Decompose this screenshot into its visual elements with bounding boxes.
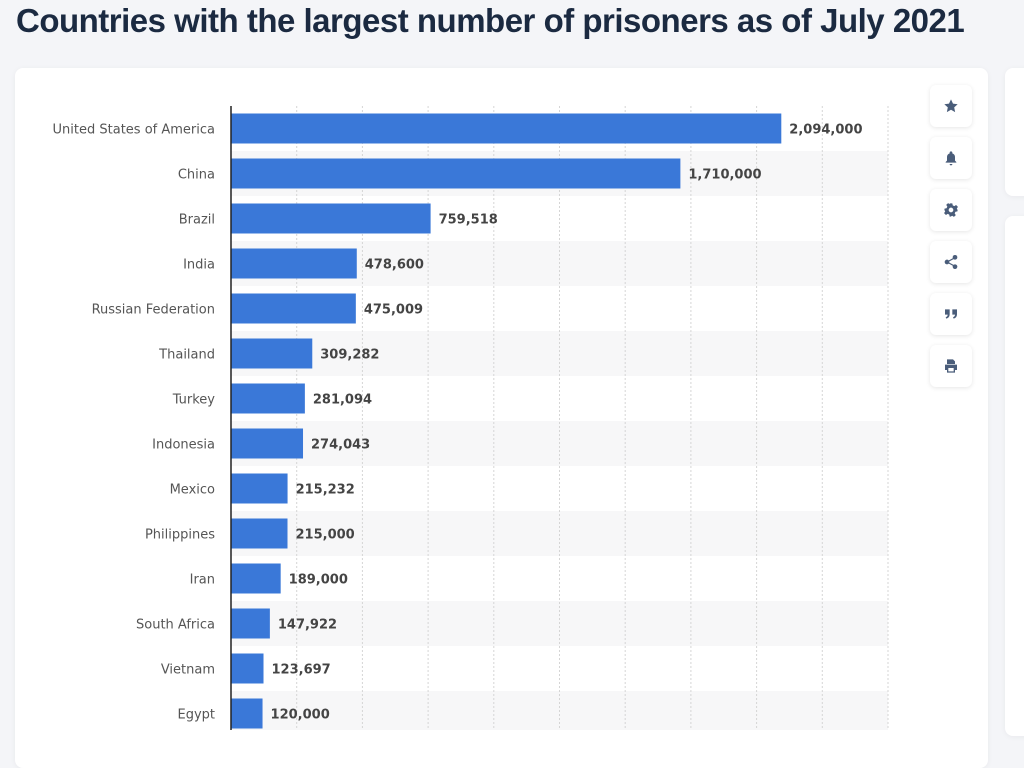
bar	[231, 113, 782, 144]
bar	[231, 338, 313, 369]
category-label: Mexico	[170, 483, 215, 498]
star-icon	[944, 99, 958, 113]
category-label: Russian Federation	[92, 303, 215, 318]
category-label: Iran	[190, 573, 215, 588]
value-label: 215,232	[296, 483, 355, 498]
side-panel-card	[1005, 216, 1024, 736]
value-label: 309,282	[320, 348, 379, 363]
side-panel-card	[1005, 68, 1024, 196]
value-label: 281,094	[313, 393, 372, 408]
category-label: Philippines	[145, 528, 215, 543]
value-label: 123,697	[272, 663, 331, 678]
print-button[interactable]	[930, 345, 972, 387]
category-label: South Africa	[136, 618, 215, 633]
value-label: 147,922	[278, 618, 337, 633]
value-label: 120,000	[271, 708, 330, 723]
notification-button[interactable]	[930, 137, 972, 179]
bar	[231, 518, 288, 549]
bar-chart: United States of America 2,094,000 China 1,…	[53, 106, 889, 730]
category-label: Egypt	[177, 708, 215, 723]
category-label: Vietnam	[161, 663, 215, 678]
bar	[231, 158, 681, 189]
bar	[231, 428, 304, 459]
share-button[interactable]	[930, 241, 972, 283]
category-label: Brazil	[179, 213, 215, 228]
value-label: 2,094,000	[789, 123, 862, 138]
value-label: 215,000	[296, 528, 355, 543]
category-label: China	[178, 168, 215, 183]
cite-button[interactable]	[930, 293, 972, 335]
value-label: 478,600	[365, 258, 424, 273]
bar	[231, 563, 281, 594]
bar	[231, 473, 288, 504]
category-label: Turkey	[172, 393, 216, 408]
bar	[231, 698, 263, 729]
bell-icon	[945, 151, 957, 166]
print-icon	[945, 359, 957, 373]
category-label: Thailand	[158, 348, 215, 363]
value-label: 759,518	[439, 213, 498, 228]
bar	[231, 248, 357, 279]
value-label: 475,009	[364, 303, 423, 318]
category-label: United States of America	[53, 123, 215, 138]
page-title: Countries with the largest number of pri…	[16, 2, 965, 39]
category-label: Indonesia	[152, 438, 215, 453]
value-label: 274,043	[311, 438, 370, 453]
category-label: India	[183, 258, 215, 273]
favorite-button[interactable]	[930, 85, 972, 127]
bar	[231, 293, 356, 324]
settings-button[interactable]	[930, 189, 972, 231]
bar	[231, 653, 264, 684]
share-icon	[944, 255, 958, 269]
quote-icon	[945, 309, 957, 319]
gear-icon	[944, 203, 958, 217]
bar	[231, 608, 270, 639]
bar	[231, 203, 431, 234]
value-label: 1,710,000	[688, 168, 761, 183]
value-label: 189,000	[289, 573, 348, 588]
bar	[231, 383, 305, 414]
